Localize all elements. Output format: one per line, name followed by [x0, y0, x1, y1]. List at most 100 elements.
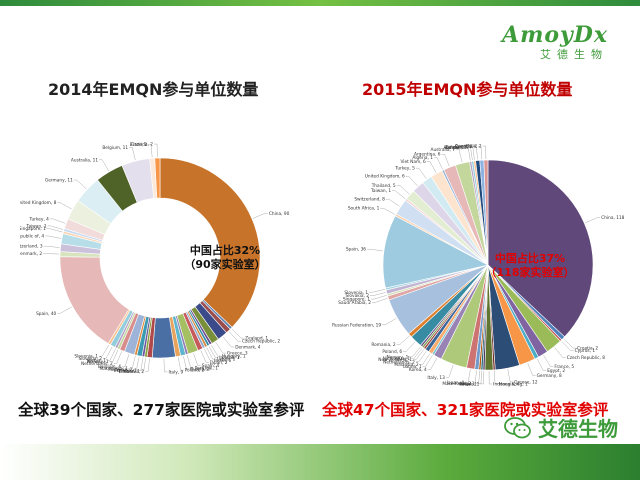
slice-label: Latvia, 1: [403, 364, 422, 370]
leader-line: [527, 363, 536, 376]
chart-title-2015: 2015年EMQN参与单位数量: [362, 80, 573, 99]
leader-line: [129, 147, 136, 161]
summary-2014: 全球39个国家、277家医院或实验室参评: [18, 401, 305, 419]
leader-line: [99, 344, 109, 357]
slice-label: Taiwan, 1: [26, 223, 47, 229]
chart-title-2014: 2014年EMQN参与单位数量: [48, 80, 259, 99]
leader-line: [215, 342, 226, 354]
slice-label: Canada, 2: [455, 144, 477, 150]
slice-label: Belgium, 11: [102, 145, 128, 151]
leader-line: [178, 357, 184, 371]
chart-callout-line: （118家实验室）: [486, 265, 575, 279]
bottom-accent-band: [0, 444, 640, 480]
slice-label: Australia, 11: [71, 157, 98, 163]
leader-line: [370, 295, 387, 300]
leader-line: [99, 159, 109, 172]
summary-2015: 全球47个国家、321家医院或实验室参评: [322, 401, 609, 419]
slice-label: Korea, 4: [409, 367, 427, 373]
slice-label: Malaysia, 2: [108, 367, 133, 373]
leader-line: [252, 213, 268, 219]
logo-brand-cn: 艾德生物: [540, 48, 608, 61]
leader-line: [145, 358, 150, 372]
leader-line: [43, 253, 60, 255]
pie-slice-china-90: [159, 157, 261, 328]
leader-line: [494, 370, 499, 384]
slice-label: Brazil, 2: [130, 142, 148, 148]
leader-line: [480, 370, 485, 385]
footer-brand: 艾德生物: [504, 413, 618, 442]
slice-label: Malaysia, 2: [394, 362, 419, 368]
slice-label: China, 118: [601, 215, 624, 221]
leader-line: [163, 358, 168, 373]
leader-line: [193, 353, 201, 366]
leader-line: [475, 370, 480, 384]
slice-label: Slovenia, 1: [74, 354, 98, 360]
slice-label: Ethiopia, 1: [114, 368, 137, 374]
slice-label: Italy, 13: [427, 375, 445, 381]
slice-label: United Kingdom, 8: [20, 200, 57, 206]
slice-label: Israel, 1: [460, 381, 477, 387]
slice-label: New Zealand, 1: [378, 357, 412, 363]
slice-label: China, 90: [269, 211, 290, 217]
leader-line: [231, 328, 245, 339]
slice-label: Italy, 1: [460, 381, 475, 387]
chart-callout-line: 中国占比32%: [190, 243, 260, 257]
amoydx-logo: AmoyDx 艾德生物: [502, 22, 608, 62]
leader-line: [47, 225, 64, 230]
leader-line: [422, 355, 433, 367]
pie-slice-china-118: [487, 159, 594, 338]
leader-line: [380, 208, 395, 215]
slice-label: Spain, 4: [202, 363, 220, 369]
slice-label: Turkey, 5: [394, 166, 415, 172]
slice-label: France, 5: [554, 364, 574, 370]
slice-label: Slovenia, 1: [344, 290, 368, 296]
slice-label: Singapore, 1: [343, 297, 370, 303]
slice-label: Chile, 2: [465, 144, 481, 150]
pie-slice-canada-2: [154, 157, 161, 199]
leader-line: [467, 147, 473, 161]
slice-label: Zealand, 1: [245, 336, 268, 342]
chart-callout-line: （90家实验室）: [184, 257, 265, 271]
slice-label: Switzerland, 8: [354, 197, 385, 203]
leader-line: [133, 356, 140, 370]
leader-line: [122, 354, 130, 367]
leader-line: [113, 351, 122, 364]
slice-label: Denmark, 4: [235, 344, 260, 350]
slice-label: Italy, 9: [168, 369, 183, 375]
slice-label: Norway, 1: [87, 359, 109, 365]
leader-line: [472, 370, 477, 384]
leader-line: [200, 350, 210, 363]
slice-label: Belgium, 1: [446, 144, 469, 150]
leader-line: [561, 341, 574, 351]
leader-line: [183, 356, 190, 370]
leader-line: [396, 185, 410, 195]
leader-line: [140, 357, 146, 372]
leader-line: [103, 346, 113, 359]
leader-line: [369, 289, 385, 293]
slice-label: Spain, 36: [346, 247, 366, 253]
slice-label: Indonesia, 4: [493, 381, 520, 387]
leader-line: [488, 370, 493, 385]
leader-line: [73, 179, 87, 190]
slice-label: Cyprus, 1: [575, 348, 596, 354]
slice-label: Greece, 3: [227, 351, 248, 357]
leader-line: [554, 347, 566, 358]
leader-line: [129, 355, 136, 369]
slice-label: Slovakia, 2: [79, 356, 103, 362]
slice-label: Turkey, 4: [28, 216, 49, 222]
slice-label: Nicaragua, 1: [383, 356, 411, 362]
slice-label: Czech Republic, 2: [242, 339, 280, 345]
leader-line: [415, 351, 427, 362]
leader-line: [49, 218, 66, 224]
leader-line: [415, 168, 427, 179]
leader-line: [206, 347, 216, 360]
leader-line: [409, 346, 421, 358]
slice-label: Austria, 1: [444, 145, 465, 151]
pie-slice-chile-2: [483, 159, 489, 266]
slice-label: Ireland, 1: [459, 381, 480, 387]
leader-line: [57, 202, 72, 210]
slice-label: Slovakia, 2: [346, 293, 370, 299]
slice-label: Czech Republic, 8: [567, 355, 605, 361]
slice-label: Netherlands, 2: [383, 359, 415, 365]
